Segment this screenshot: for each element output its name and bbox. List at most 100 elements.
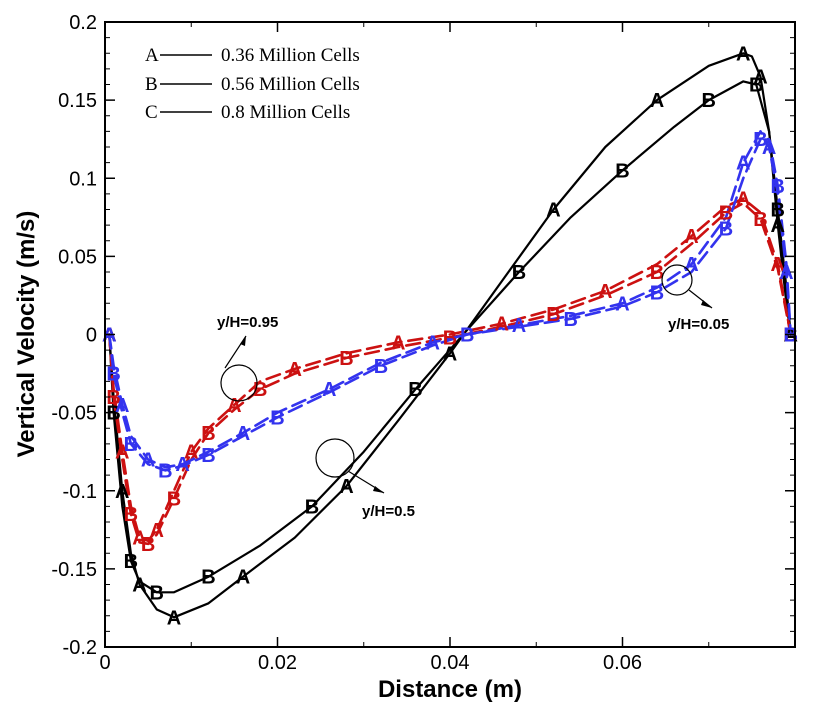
series-marker-1: B xyxy=(305,496,319,518)
ticks-layer: 0 0.02 0.04 0.06 -0.2 -0.15 -0.1 -0.05 0 0.05 0.1 0… xyxy=(51,12,795,674)
annotation-circle-005 xyxy=(661,264,693,296)
series-marker-2: A xyxy=(227,395,241,417)
series-marker-0: A xyxy=(771,215,785,237)
series-marker-3: B xyxy=(106,387,120,409)
series-marker-1: B xyxy=(201,567,215,589)
series-line-5 xyxy=(108,137,793,472)
series-marker-3: B xyxy=(124,504,138,526)
y-tick-label: -0.1 xyxy=(63,481,97,503)
series-marker-4: A xyxy=(426,332,440,354)
series-marker-4: A xyxy=(115,395,129,417)
annotation-arrowhead-05 xyxy=(373,486,384,493)
series-marker-5: B xyxy=(158,460,172,482)
series-marker-3: B xyxy=(167,489,181,511)
x-tick-label: 0.04 xyxy=(431,652,470,674)
series-marker-5: B xyxy=(460,325,474,347)
series-marker-5: B xyxy=(201,445,215,467)
series-marker-1: B xyxy=(106,403,120,425)
x-tick-label: 0.02 xyxy=(258,652,297,674)
series-marker-2: A xyxy=(150,520,164,542)
series-marker-3: B xyxy=(650,262,664,284)
series-marker-2: A xyxy=(736,189,750,211)
series-marker-1: B xyxy=(771,200,785,222)
legend-entry-a: A 0.36 Million Cells xyxy=(145,45,360,66)
annotation-y-h-005: y/H=0.05 xyxy=(661,264,729,333)
annotation-y-h-05: y/H=0.5 xyxy=(315,438,415,520)
series-marker-0: A xyxy=(546,200,560,222)
series-marker-3: B xyxy=(546,304,560,326)
series-marker-4: A xyxy=(762,137,776,159)
series-marker-1: B xyxy=(124,551,138,573)
annotation-label-005: y/H=0.05 xyxy=(668,316,729,333)
series-line-4 xyxy=(108,130,793,469)
series-marker-4: A xyxy=(615,293,629,315)
series-marker-1: B xyxy=(702,90,716,112)
y-tick-label: -0.05 xyxy=(51,403,97,425)
annotation-label-095: y/H=0.95 xyxy=(217,314,278,331)
series-marker-5: B xyxy=(564,309,578,331)
series-marker-3: B xyxy=(201,423,215,445)
series-marker-5: B xyxy=(753,129,767,151)
legend: A 0.36 Million Cells B 0.56 Million Cell… xyxy=(145,45,360,123)
series-marker-4: A xyxy=(736,153,750,175)
series-marker-2: A xyxy=(391,332,405,354)
y-tick-label: 0.1 xyxy=(69,168,97,190)
annotation-y-h-095: y/H=0.95 xyxy=(217,314,278,402)
y-axis-title: Vertical Velocity (m/s) xyxy=(13,211,40,458)
legend-label-a: 0.36 Million Cells xyxy=(221,45,360,66)
x-tick-label: 0 xyxy=(99,652,110,674)
legend-key-c: C xyxy=(145,102,158,123)
series-line-3 xyxy=(108,201,793,546)
series-marker-4: A xyxy=(236,423,250,445)
x-tick-label: 0.06 xyxy=(603,652,642,674)
series-marker-1: B xyxy=(150,582,164,604)
series-marker-5: B xyxy=(771,176,785,198)
series-marker-0: A xyxy=(236,567,250,589)
legend-entry-b: B 0.56 Million Cells xyxy=(145,74,360,95)
series-marker-4: A xyxy=(141,450,155,472)
series-marker-3: B xyxy=(443,328,457,350)
series-marker-3: B xyxy=(141,534,155,556)
series-marker-1: B xyxy=(615,160,629,182)
series-marker-3: B xyxy=(339,348,353,370)
series-marker-0: A xyxy=(339,476,353,498)
series-marker-2: A xyxy=(132,528,146,550)
y-tick-label: -0.15 xyxy=(51,559,97,581)
series-line-0 xyxy=(108,52,792,619)
series-marker-2: A xyxy=(288,359,302,381)
series-marker-0: A xyxy=(167,607,181,629)
series-line-1 xyxy=(108,80,792,594)
series-marker-1: B xyxy=(512,262,526,284)
y-tick-label: 0.2 xyxy=(69,12,97,34)
y-tick-label: 0.15 xyxy=(58,90,97,112)
annotation-circle-095 xyxy=(220,364,258,402)
series-marker-0: A xyxy=(650,90,664,112)
series-marker-4: A xyxy=(779,262,793,284)
series-marker-5: B xyxy=(270,407,284,429)
series-marker-2: A xyxy=(184,442,198,464)
series-marker-2: A xyxy=(495,314,509,336)
series-marker-0: A xyxy=(443,343,457,365)
series-marker-5: B xyxy=(374,356,388,378)
series-marker-3: B xyxy=(719,203,733,225)
legend-key-b: B xyxy=(145,74,158,95)
annotation-arrowhead-095 xyxy=(240,336,246,346)
series-line-2 xyxy=(108,197,793,543)
annotation-arrowhead-005 xyxy=(701,300,712,308)
series-marker-1: B xyxy=(408,379,422,401)
series-layer xyxy=(108,52,793,619)
legend-key-a: A xyxy=(145,45,159,66)
series-marker-0: A xyxy=(132,575,146,597)
series-marker-2: A xyxy=(684,226,698,248)
series-marker-5: B xyxy=(106,364,120,386)
series-marker-4: A xyxy=(684,254,698,276)
series-marker-3: B xyxy=(753,209,767,231)
series-marker-4: A xyxy=(322,379,336,401)
y-tick-label: -0.2 xyxy=(63,637,97,659)
series-marker-0: A xyxy=(736,43,750,65)
y-tick-label: 0 xyxy=(86,325,97,347)
series-marker-5: B xyxy=(719,218,733,240)
x-axis-title: Distance (m) xyxy=(378,676,522,703)
series-marker-0: A xyxy=(115,481,129,503)
